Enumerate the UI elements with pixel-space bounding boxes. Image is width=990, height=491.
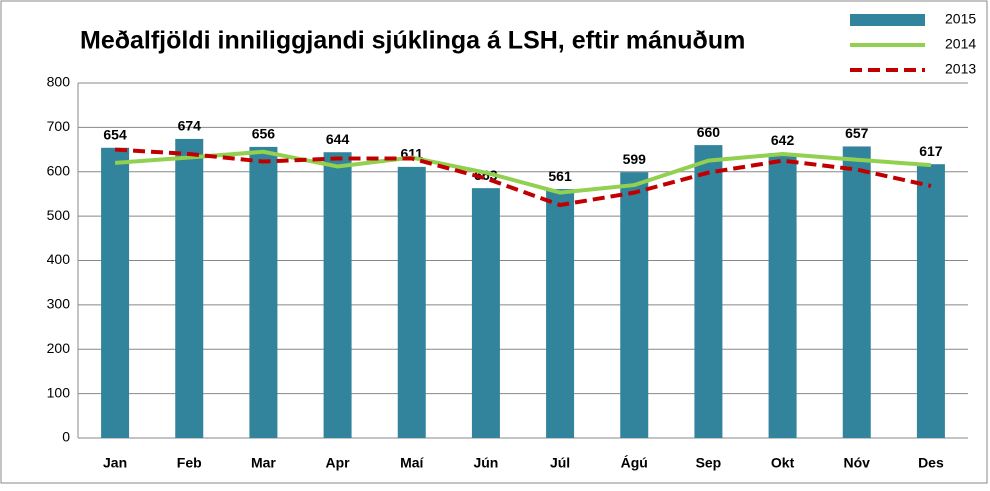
y-tick-label: 600 bbox=[47, 162, 71, 178]
y-tick-label: 400 bbox=[47, 251, 71, 267]
y-tick-label: 300 bbox=[47, 296, 71, 312]
x-tick-label: Nóv bbox=[844, 455, 871, 471]
y-tick-label: 800 bbox=[47, 74, 71, 90]
y-tick-label: 700 bbox=[47, 118, 71, 134]
data-label: 654 bbox=[103, 126, 127, 142]
data-label: 660 bbox=[697, 124, 721, 140]
x-tick-label: Maí bbox=[400, 455, 424, 471]
x-tick-label: Sep bbox=[696, 455, 722, 471]
bar bbox=[397, 166, 426, 438]
data-label: 561 bbox=[548, 168, 572, 184]
bar bbox=[916, 164, 945, 439]
x-tick-label: Jún bbox=[473, 455, 498, 471]
x-tick-label: Mar bbox=[251, 455, 276, 471]
x-tick-label: Feb bbox=[177, 455, 202, 471]
bar bbox=[323, 152, 352, 438]
bar bbox=[249, 146, 278, 438]
x-tick-label: Apr bbox=[326, 455, 351, 471]
legend-label: 2014 bbox=[945, 36, 976, 52]
y-tick-label: 500 bbox=[47, 207, 71, 223]
data-label: 599 bbox=[623, 151, 647, 167]
bar bbox=[101, 147, 130, 438]
data-label: 644 bbox=[326, 131, 350, 147]
y-tick-label: 100 bbox=[47, 384, 71, 400]
data-label: 656 bbox=[252, 126, 276, 142]
bar bbox=[842, 146, 871, 439]
bar bbox=[175, 138, 204, 438]
line bbox=[114, 149, 932, 195]
bar bbox=[694, 145, 723, 438]
bar bbox=[546, 189, 575, 438]
line bbox=[114, 147, 932, 208]
legend-swatch bbox=[850, 14, 925, 26]
x-tick-label: Ágú bbox=[621, 455, 648, 471]
data-label: 642 bbox=[771, 132, 795, 148]
y-tick-label: 0 bbox=[62, 429, 70, 445]
data-label: 657 bbox=[845, 125, 869, 141]
y-tick-label: 200 bbox=[47, 340, 71, 356]
chart-title: Meðalfjöldi inniliggjandi sjúklinga á LS… bbox=[80, 27, 745, 55]
legend-label: 2013 bbox=[945, 61, 976, 77]
data-label: 674 bbox=[178, 118, 202, 134]
legend-label: 2015 bbox=[945, 11, 976, 27]
bar bbox=[620, 172, 649, 438]
data-label: 617 bbox=[919, 143, 943, 159]
bar bbox=[471, 188, 500, 438]
x-tick-label: Júl bbox=[550, 455, 570, 471]
x-tick-label: Okt bbox=[771, 455, 795, 471]
x-tick-label: Jan bbox=[103, 455, 127, 471]
bar bbox=[768, 153, 797, 439]
x-tick-label: Des bbox=[918, 455, 944, 471]
